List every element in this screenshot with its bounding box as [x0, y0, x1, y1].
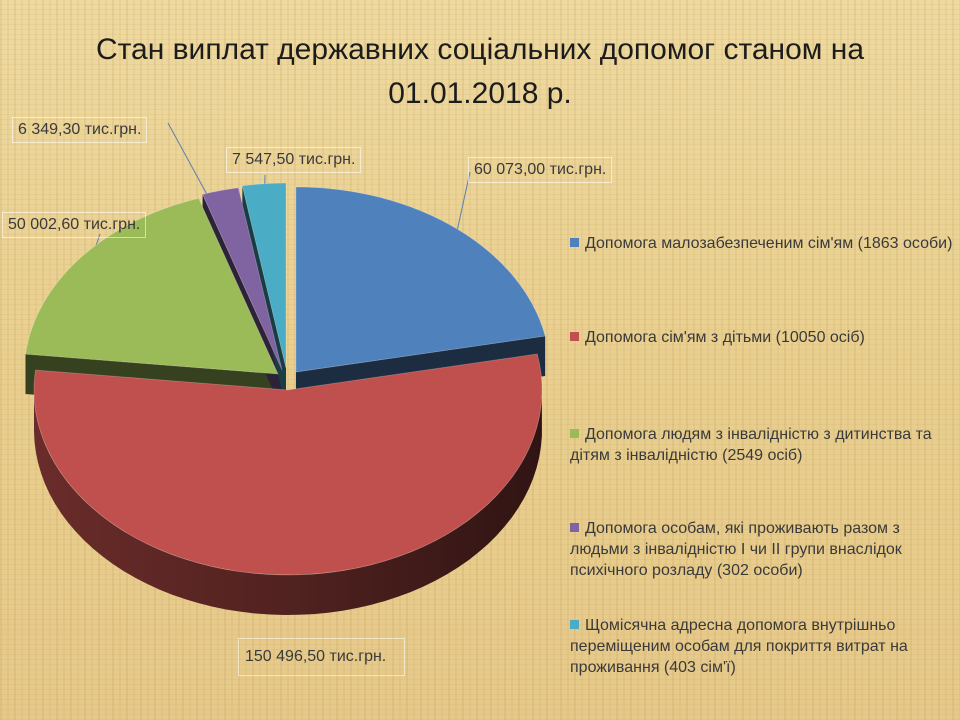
legend-item-1: Допомога малозабезпеченим сім'ям (1863 о… [570, 233, 955, 254]
legend-label-3: Допомога людям з інвалідністю з дитинств… [570, 426, 932, 464]
data-label-slice-1: 60 073,00 тис.грн. [468, 157, 613, 183]
legend-swatch-1 [570, 238, 579, 247]
legend-swatch-2 [570, 332, 579, 341]
pie-slice-side-2 [34, 391, 542, 615]
pie-slice-3 [25, 197, 279, 375]
legend-swatch-5 [570, 620, 579, 629]
data-label-slice-3: 50 002,60 тис.грн. [2, 212, 147, 238]
legend-label-5: Щомісячна адресна допомога внутрішньо пе… [570, 617, 908, 676]
legend-item-5: Щомісячна адресна допомога внутрішньо пе… [570, 615, 955, 678]
data-label-slice-2: 150 496,50 тис.грн. [238, 638, 406, 676]
legend-item-2: Допомога сім'ям з дітьми (10050 осіб) [570, 327, 955, 348]
legend-item-4: Допомога особам, які проживають разом з … [570, 518, 955, 581]
legend-label-4: Допомога особам, які проживають разом з … [570, 520, 902, 579]
legend-swatch-4 [570, 523, 579, 532]
legend-label-2: Допомога сім'ям з дітьми (10050 осіб) [585, 329, 865, 346]
pie-slice-5 [241, 182, 287, 369]
chart-title: Стан виплат державних соціальних допомог… [40, 28, 920, 116]
legend-label-1: Допомога малозабезпеченим сім'ям (1863 о… [585, 235, 953, 252]
legend-item-3: Допомога людям з інвалідністю з дитинств… [570, 424, 955, 466]
pie-slice-2 [33, 353, 543, 576]
data-label-slice-5: 7 547,50 тис.грн. [226, 147, 362, 173]
chart-title-line-2: 01.01.2018 р. [388, 77, 572, 110]
pie-slice-4 [202, 187, 283, 371]
chart-title-line-1: Стан виплат державних соціальних допомог… [95, 33, 865, 66]
data-label-slice-4: 6 349,30 тис.грн. [12, 117, 148, 143]
pie-slice-1 [295, 186, 546, 373]
legend-swatch-3 [570, 429, 579, 438]
pie-slices [25, 182, 546, 615]
